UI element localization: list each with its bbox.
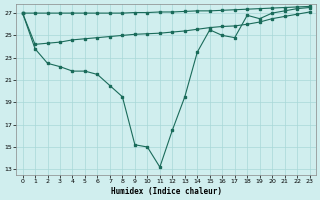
X-axis label: Humidex (Indice chaleur): Humidex (Indice chaleur) bbox=[111, 187, 221, 196]
